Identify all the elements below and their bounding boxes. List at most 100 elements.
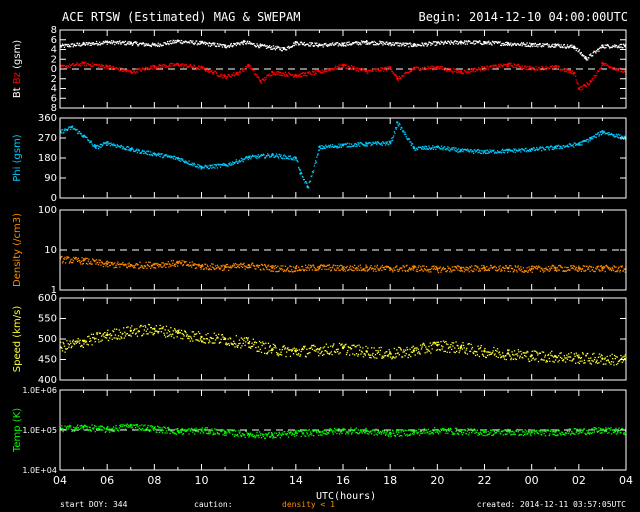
data-point bbox=[305, 181, 307, 183]
data-point bbox=[452, 269, 454, 271]
data-point bbox=[329, 43, 331, 45]
data-point bbox=[610, 268, 612, 270]
data-point bbox=[172, 333, 174, 335]
data-point bbox=[412, 269, 414, 271]
data-point bbox=[490, 42, 492, 44]
data-point bbox=[235, 43, 237, 45]
data-point bbox=[202, 341, 204, 343]
data-point bbox=[531, 45, 533, 48]
data-point bbox=[257, 264, 259, 266]
data-point bbox=[172, 158, 174, 160]
data-point bbox=[498, 65, 501, 67]
data-point bbox=[156, 330, 158, 332]
data-point bbox=[388, 140, 390, 142]
data-point bbox=[480, 344, 482, 347]
data-point bbox=[220, 44, 222, 46]
data-point bbox=[575, 47, 577, 49]
data-point bbox=[508, 265, 511, 267]
data-point bbox=[408, 72, 410, 74]
data-point bbox=[360, 143, 363, 145]
data-point bbox=[121, 148, 123, 150]
data-point bbox=[385, 66, 387, 69]
data-point bbox=[326, 268, 328, 271]
data-point bbox=[556, 65, 558, 67]
data-point bbox=[394, 127, 397, 129]
data-point bbox=[591, 78, 593, 80]
data-point bbox=[564, 270, 567, 272]
data-point bbox=[71, 258, 73, 260]
data-point bbox=[441, 41, 443, 43]
data-point bbox=[73, 256, 75, 259]
data-point bbox=[281, 74, 283, 77]
data-point bbox=[196, 267, 198, 269]
data-point bbox=[90, 430, 93, 432]
data-point bbox=[608, 361, 610, 363]
series-point bbox=[483, 150, 486, 153]
data-point bbox=[157, 45, 159, 47]
data-point bbox=[334, 66, 336, 69]
data-point bbox=[605, 47, 607, 49]
data-point bbox=[111, 67, 113, 70]
data-point bbox=[324, 268, 326, 270]
data-point bbox=[136, 71, 139, 74]
data-point bbox=[617, 136, 619, 139]
data-point bbox=[299, 355, 301, 357]
data-point bbox=[244, 68, 246, 71]
data-point bbox=[466, 72, 468, 74]
data-point bbox=[165, 154, 167, 156]
data-point bbox=[133, 265, 135, 267]
data-point bbox=[257, 350, 259, 352]
data-point bbox=[587, 141, 589, 143]
data-point bbox=[454, 150, 457, 152]
data-point bbox=[269, 46, 271, 49]
data-point bbox=[240, 265, 242, 268]
data-point bbox=[536, 352, 538, 354]
data-point bbox=[468, 151, 470, 153]
data-point bbox=[372, 270, 375, 272]
data-point bbox=[148, 261, 150, 263]
data-point bbox=[63, 64, 66, 67]
data-point bbox=[509, 355, 511, 357]
data-point bbox=[432, 268, 434, 270]
data-point bbox=[376, 141, 378, 143]
data-point bbox=[88, 429, 90, 431]
data-point bbox=[620, 138, 622, 140]
series-point bbox=[153, 43, 156, 46]
data-point bbox=[113, 41, 115, 43]
data-point bbox=[504, 44, 506, 46]
data-point bbox=[64, 351, 66, 353]
data-point bbox=[303, 41, 305, 44]
data-point bbox=[93, 260, 95, 262]
data-point bbox=[442, 149, 444, 151]
data-point bbox=[514, 265, 516, 267]
data-point bbox=[206, 268, 208, 270]
data-point bbox=[545, 65, 547, 67]
data-point bbox=[257, 154, 259, 156]
data-point bbox=[277, 352, 279, 354]
data-point bbox=[131, 147, 133, 149]
data-point bbox=[115, 264, 117, 266]
data-point bbox=[122, 332, 124, 335]
data-point bbox=[411, 351, 414, 353]
data-point bbox=[344, 64, 346, 66]
data-point bbox=[158, 152, 160, 154]
data-point bbox=[194, 333, 196, 335]
data-point bbox=[549, 146, 551, 148]
data-point bbox=[513, 354, 515, 356]
data-point bbox=[263, 154, 265, 156]
data-point bbox=[587, 268, 589, 270]
data-point bbox=[374, 354, 377, 356]
data-point bbox=[302, 176, 304, 178]
data-point bbox=[96, 427, 98, 430]
data-point bbox=[258, 265, 261, 267]
data-point bbox=[368, 42, 370, 44]
data-point bbox=[337, 42, 339, 44]
data-point bbox=[595, 75, 598, 77]
data-point bbox=[433, 342, 435, 344]
data-point bbox=[577, 50, 579, 53]
data-point bbox=[478, 355, 480, 358]
data-point bbox=[398, 78, 400, 80]
data-point bbox=[522, 67, 524, 69]
data-point bbox=[457, 43, 459, 45]
